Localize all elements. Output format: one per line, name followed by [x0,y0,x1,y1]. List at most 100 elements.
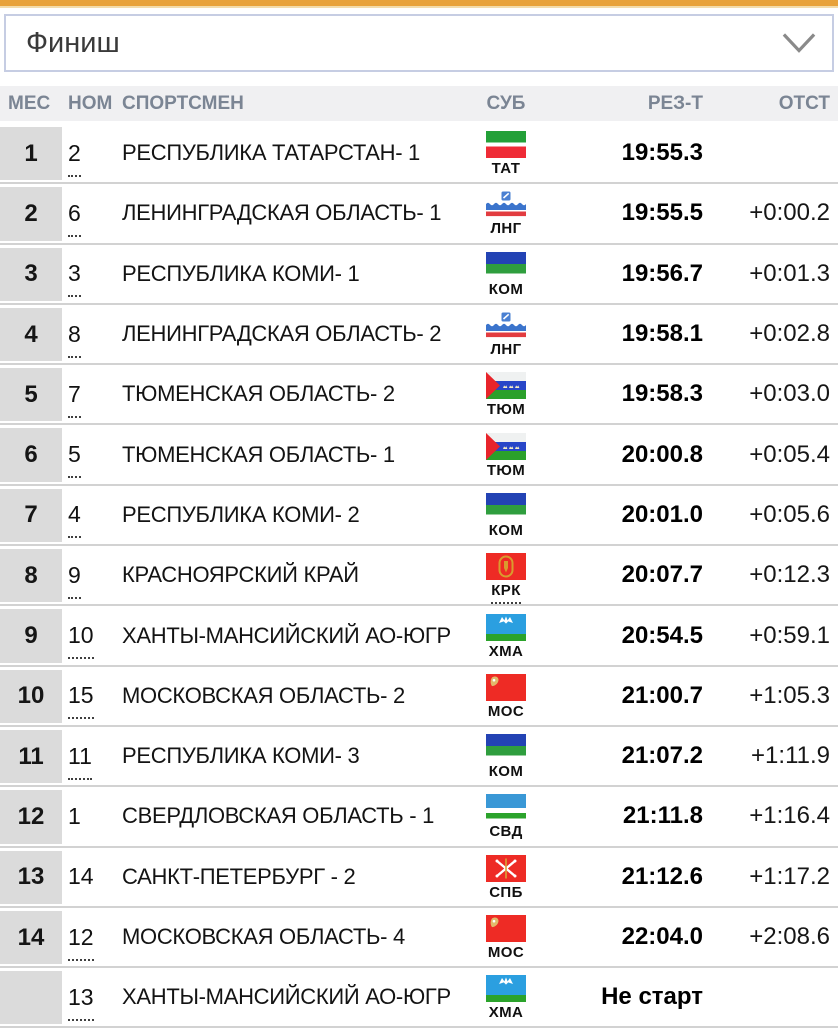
column-header-region: СУБ [486,92,526,114]
place-value: 10 [0,669,62,723]
place-value: 12 [0,790,62,844]
place-value: 14 [0,910,62,965]
bib-cell: 15 [62,682,118,720]
region-cell: МОС [460,667,552,725]
bib-value[interactable]: 9 [68,561,81,599]
result-value: 19:56.7 [621,259,703,287]
table-row: 5 7 ТЮМЕНСКАЯ ОБЛАСТЬ- 2 ТЮМ 19:58.3 +0:… [0,365,838,426]
bib-cell: 12 [62,923,118,961]
region-cell: ХМА [460,968,552,1026]
gap-value: +0:05.6 [749,500,830,528]
bib-value[interactable]: 3 [68,260,81,298]
table-row: 12 1 СВЕРДЛОВСКАЯ ОБЛАСТЬ - 1 СВД 21:11.… [0,787,838,848]
column-header-athlete: СПОРТСМЕН [122,92,244,114]
region-code: ТЮМ [486,401,526,419]
result-value: 21:00.7 [621,681,703,709]
region-cell: ТАТ [460,124,552,182]
team-cell: МОСКОВСКАЯ ОБЛАСТЬ- 2 [118,683,460,709]
team-name-link[interactable]: КРАСНОЯРСКИЙ КРАЙ [122,562,359,588]
place-cell: 5 [0,365,62,423]
region-flag-icon [486,854,526,882]
region-code[interactable]: КРК [491,582,521,605]
bib-value[interactable]: 8 [68,320,81,358]
bib-cell: 11 [62,742,118,780]
gap-value: +2:08.6 [749,923,830,950]
region-cell: КОМ [460,486,552,544]
bib-cell: 10 [62,622,118,660]
bib-value[interactable]: 12 [68,923,94,961]
column-header-place: МЕС [8,92,51,114]
gap-value: +0:01.3 [749,259,830,287]
result-value: 21:07.2 [621,742,703,770]
gap-value: +0:00.2 [749,199,830,227]
gap-value: +0:12.3 [749,561,830,589]
result-value: 19:58.3 [621,380,703,408]
bib-value[interactable]: 7 [68,380,81,418]
team-cell: РЕСПУБЛИКА КОМИ- 1 [118,261,460,287]
region-cell: ЛНГ [460,184,552,242]
team-cell: ТЮМЕНСКАЯ ОБЛАСТЬ- 2 [118,381,460,407]
table-row: 9 10 ХАНТЫ-МАНСИЙСКИЙ АО-ЮГР ХМА 20:54.5… [0,606,838,667]
bib-cell: 9 [62,561,118,599]
team-name-link[interactable]: РЕСПУБЛИКА ТАТАРСТАН- 1 [122,140,420,166]
table-row: 3 3 РЕСПУБЛИКА КОМИ- 1 КОМ 19:56.7 +0:01… [0,244,838,305]
place-value: 3 [0,247,62,301]
region-flag-icon [486,734,526,762]
table-row: 11 11 РЕСПУБЛИКА КОМИ- 3 КОМ 21:07.2 +1:… [0,726,838,788]
team-cell: РЕСПУБЛИКА ТАТАРСТАН- 1 [118,140,460,166]
gap-value: +0:59.1 [749,621,830,649]
region-flag-icon [486,191,526,219]
bib-value[interactable]: 15 [68,682,94,720]
bib-value[interactable]: 13 [68,983,94,1021]
place-value: 11 [0,729,62,784]
bib-value[interactable]: 5 [68,441,81,479]
bib-value[interactable]: 4 [68,501,81,539]
table-row: 10 15 МОСКОВСКАЯ ОБЛАСТЬ- 2 МОС 21:00.7 … [0,666,838,727]
chevron-down-icon [782,33,816,53]
team-name-link[interactable]: ТЮМЕНСКАЯ ОБЛАСТЬ- 2 [122,381,395,407]
region-cell: КОМ [460,727,552,785]
place-cell [0,968,62,1026]
team-cell: МОСКОВСКАЯ ОБЛАСТЬ- 4 [118,924,460,950]
region-cell: СВД [460,787,552,845]
timing-point-select[interactable]: Финиш [4,14,834,72]
team-name-link[interactable]: МОСКОВСКАЯ ОБЛАСТЬ- 4 [122,924,405,949]
table-row: 7 4 РЕСПУБЛИКА КОМИ- 2 КОМ 20:01.0 +0:05… [0,485,838,547]
table-row: 14 12 МОСКОВСКАЯ ОБЛАСТЬ- 4 МОС 22:04.0 … [0,907,838,969]
result-value: 22:04.0 [621,923,703,950]
region-flag-icon [486,372,526,400]
bib-value[interactable]: 6 [68,199,81,237]
team-name-link[interactable]: ТЮМЕНСКАЯ ОБЛАСТЬ- 1 [122,441,395,467]
team-name-link[interactable]: РЕСПУБЛИКА КОМИ- 1 [122,260,360,286]
bib-cell: 5 [62,441,118,479]
team-name-link[interactable]: ХАНТЫ-МАНСИЙСКИЙ АО-ЮГР [122,984,451,1010]
table-row: 6 5 ТЮМЕНСКАЯ ОБЛАСТЬ- 1 ТЮМ 20:00.8 +0:… [0,425,838,486]
region-cell: ХМА [460,606,552,664]
team-name-link[interactable]: МОСКОВСКАЯ ОБЛАСТЬ- 2 [122,682,405,708]
team-cell: КРАСНОЯРСКИЙ КРАЙ [118,562,460,588]
bib-value: 14 [68,863,94,890]
bib-cell: 14 [62,863,118,890]
team-name-link[interactable]: ЛЕНИНГРАДСКАЯ ОБЛАСТЬ- 1 [122,200,442,226]
region-code: МОС [487,944,525,961]
bib-value[interactable]: 10 [68,622,94,660]
gap-value: +1:05.3 [749,681,830,709]
team-cell: ЛЕНИНГРАДСКАЯ ОБЛАСТЬ- 1 [118,200,460,226]
bib-value[interactable]: 11 [68,742,92,780]
team-name-link[interactable]: РЕСПУБЛИКА КОМИ- 3 [122,743,360,769]
place-cell: 2 [0,184,62,242]
region-cell: КРК [460,546,552,605]
result-value: 21:11.8 [622,802,703,830]
team-name-link[interactable]: ХАНТЫ-МАНСИЙСКИЙ АО-ЮГР [122,622,451,648]
bib-value[interactable]: 2 [68,139,81,177]
result-value: Не старт [601,983,703,1011]
region-flag-icon [486,432,526,460]
team-name-link[interactable]: ЛЕНИНГРАДСКАЯ ОБЛАСТЬ- 2 [122,321,442,347]
place-cell: 14 [0,908,62,966]
place-cell: 7 [0,486,62,544]
table-row: 2 6 ЛЕНИНГРАДСКАЯ ОБЛАСТЬ- 1 ЛНГ 19:55.5… [0,184,838,245]
region-flag-icon [486,492,526,520]
team-name-link[interactable]: РЕСПУБЛИКА КОМИ- 2 [122,501,360,527]
result-value: 19:55.5 [621,199,703,227]
place-value: 7 [0,488,62,543]
